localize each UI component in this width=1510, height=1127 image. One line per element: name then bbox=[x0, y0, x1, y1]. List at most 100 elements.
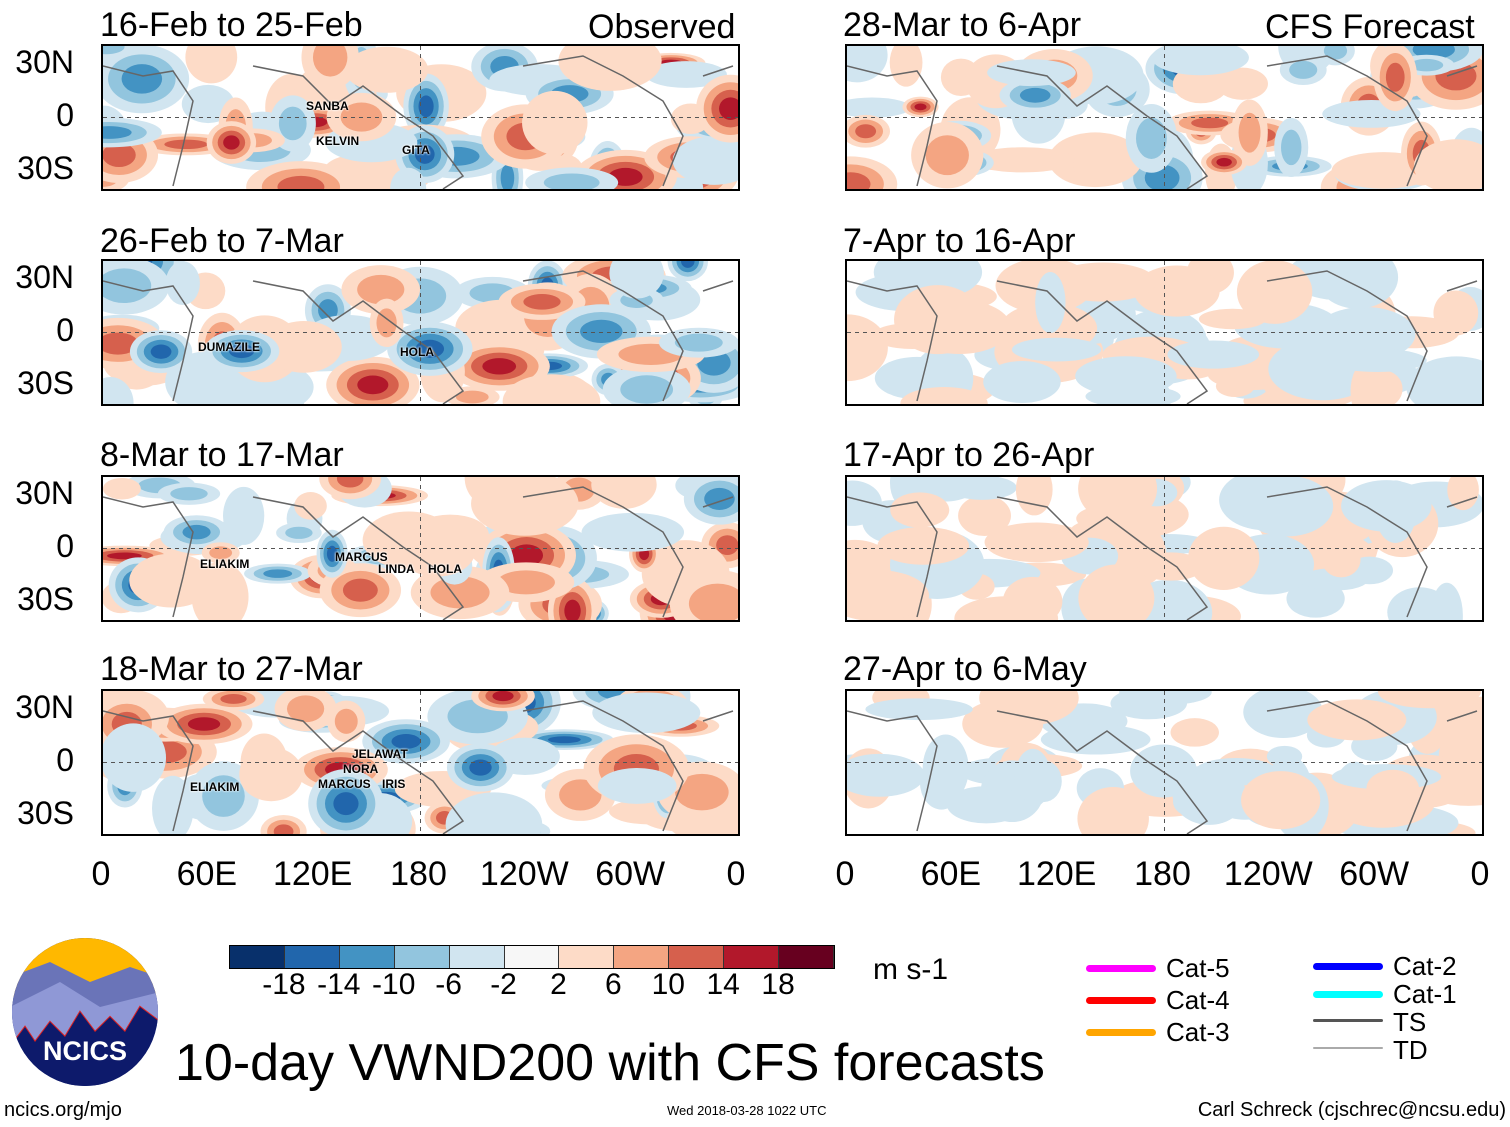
panel-title: 16-Feb to 25-Feb bbox=[100, 6, 363, 44]
anomaly-contour bbox=[1011, 337, 1102, 362]
anomaly-contour bbox=[1243, 691, 1323, 739]
map-panel bbox=[845, 475, 1484, 622]
lat-label: 30S bbox=[17, 581, 74, 617]
anomaly-contour bbox=[103, 126, 132, 139]
anomaly-contour bbox=[286, 695, 325, 723]
storm-label: HOLA bbox=[400, 345, 434, 359]
anomaly-contour bbox=[165, 261, 200, 306]
panel-title: 7-Apr to 16-Apr bbox=[843, 222, 1076, 260]
anomaly-contour bbox=[187, 717, 221, 731]
lat-label: 30N bbox=[15, 475, 74, 511]
colorbar-tick: -18 bbox=[262, 968, 306, 1001]
anomaly-contour bbox=[645, 61, 727, 88]
anomaly-contour bbox=[342, 578, 378, 602]
anomaly-contour bbox=[1040, 724, 1151, 755]
anomaly-contour bbox=[1387, 587, 1452, 620]
anomaly-contour bbox=[1002, 576, 1063, 620]
lon-label: 60W bbox=[1339, 855, 1410, 893]
anomaly-contour bbox=[591, 477, 657, 509]
logo-text: NCICS bbox=[43, 1036, 127, 1066]
anomaly-contour bbox=[609, 261, 664, 299]
map-panel bbox=[845, 44, 1484, 191]
map-panel bbox=[845, 259, 1484, 406]
coastlines bbox=[847, 270, 1478, 404]
anomaly-contour bbox=[510, 544, 544, 567]
anomaly-contour bbox=[1035, 272, 1066, 334]
anomaly-contour bbox=[164, 139, 208, 150]
anomaly-contour bbox=[1281, 129, 1302, 166]
footer-url[interactable]: ncics.org/mjo bbox=[4, 1099, 122, 1121]
anomaly-contour bbox=[922, 734, 969, 803]
colorbar-swatch bbox=[669, 946, 725, 968]
anomaly-contour bbox=[202, 775, 245, 817]
storm-label: NORA bbox=[343, 762, 379, 776]
coastlines bbox=[103, 270, 734, 404]
anomaly-contour bbox=[103, 46, 125, 55]
map-panel bbox=[845, 689, 1484, 836]
anomaly-contour bbox=[1188, 526, 1260, 591]
anomaly-contour bbox=[223, 135, 240, 150]
anomaly-contour bbox=[103, 332, 139, 355]
anomaly-contour bbox=[1321, 541, 1361, 578]
anomaly-contour bbox=[847, 569, 930, 620]
anomaly-contour bbox=[581, 512, 685, 552]
anomaly-contour bbox=[1385, 62, 1405, 92]
anomaly-contour bbox=[1378, 691, 1482, 709]
anomaly-contour bbox=[500, 163, 515, 189]
colorbar-swatch bbox=[230, 946, 285, 968]
anomaly-contour bbox=[1406, 356, 1482, 404]
panel-title: 8-Mar to 17-Mar bbox=[100, 436, 344, 474]
anomaly-contour bbox=[482, 358, 517, 375]
anomaly-contour bbox=[1328, 348, 1427, 373]
anomaly-contour bbox=[847, 753, 925, 797]
anomaly-contour bbox=[1413, 139, 1482, 189]
anomaly-contour bbox=[103, 142, 136, 168]
anomaly-contour bbox=[522, 90, 588, 155]
anomaly-contour bbox=[1025, 760, 1062, 803]
anomaly-contour bbox=[1236, 261, 1313, 324]
anomaly-contour bbox=[170, 487, 208, 501]
storm-label: JELAWAT bbox=[352, 747, 408, 761]
anomaly-contour bbox=[1366, 769, 1420, 808]
panel-title: 27-Apr to 6-May bbox=[843, 650, 1087, 688]
legend-swatch bbox=[1313, 1019, 1383, 1022]
anomaly-contour bbox=[958, 495, 1011, 537]
anomaly-contour bbox=[336, 477, 364, 488]
anomaly-contour bbox=[1077, 787, 1149, 834]
anomaly-contour bbox=[326, 545, 338, 562]
anomaly-contour bbox=[455, 390, 489, 404]
coastlines bbox=[103, 486, 734, 620]
anomaly-contour bbox=[103, 268, 152, 304]
anomaly-contour bbox=[908, 299, 1011, 355]
anomaly-contour bbox=[502, 374, 601, 404]
anomaly-contour bbox=[847, 97, 911, 118]
anomaly-contour bbox=[674, 333, 723, 352]
anomaly-contour bbox=[1323, 46, 1348, 60]
anomaly-contour bbox=[397, 524, 476, 577]
anomaly-contour bbox=[1447, 477, 1479, 511]
anomaly-contour bbox=[1240, 477, 1334, 537]
anomaly-contour bbox=[681, 261, 695, 268]
anomaly-contour bbox=[620, 375, 674, 404]
anomaly-contour bbox=[271, 390, 305, 404]
anomaly-contour bbox=[345, 46, 429, 93]
coastlines bbox=[847, 486, 1478, 620]
anomaly-contour bbox=[103, 723, 166, 792]
anomaly-contour bbox=[877, 526, 970, 565]
legend-label: Cat-4 bbox=[1166, 985, 1230, 1015]
anomaly-contour bbox=[1216, 157, 1232, 167]
anomaly-contour bbox=[273, 824, 294, 834]
lat-label: 0 bbox=[56, 97, 74, 133]
units-label: m s-1 bbox=[873, 953, 948, 986]
lat-label: 0 bbox=[56, 312, 74, 348]
anomaly-contour bbox=[523, 294, 561, 310]
colorbar-swatch bbox=[339, 946, 395, 968]
anomaly-contour bbox=[1119, 691, 1212, 705]
lon-label: 180 bbox=[1134, 855, 1191, 893]
anomaly-contour bbox=[121, 64, 163, 94]
lon-label: 120W bbox=[479, 855, 569, 893]
anomaly-contour bbox=[220, 694, 247, 704]
anomaly-contour bbox=[1215, 375, 1255, 398]
colorbar-swatch bbox=[559, 946, 615, 968]
storm-label: SANBA bbox=[306, 99, 349, 113]
